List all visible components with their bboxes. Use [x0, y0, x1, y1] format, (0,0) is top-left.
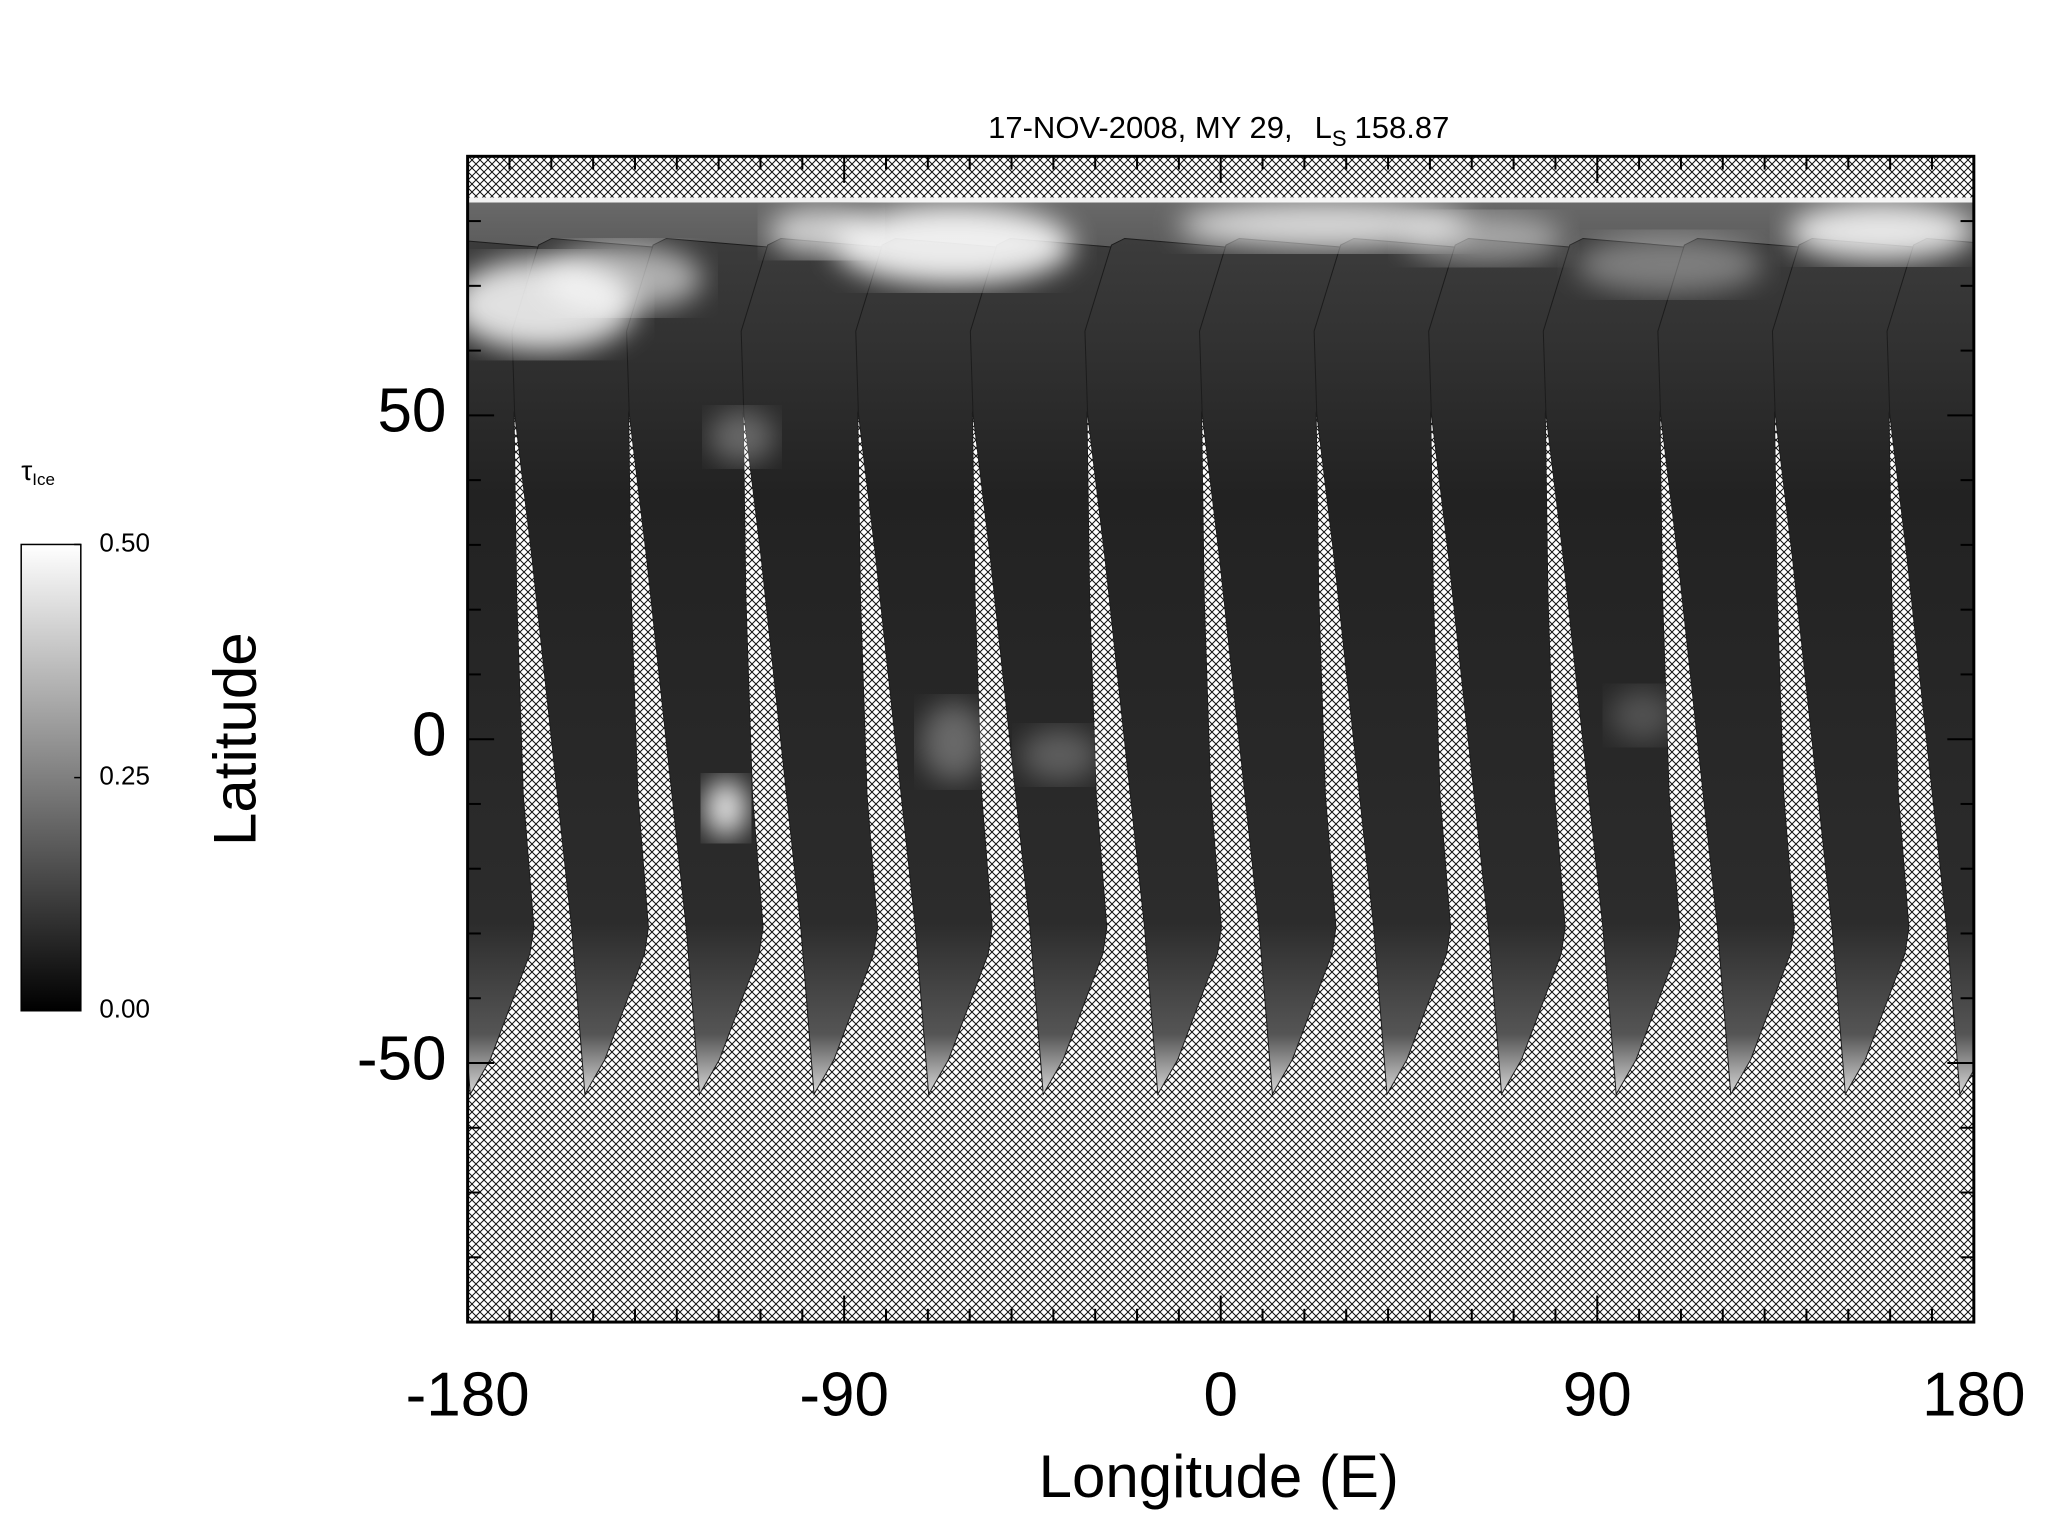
- colorbar-symbol: τ: [21, 455, 32, 486]
- y-axis-label: Latitude: [202, 632, 269, 846]
- cloud: [708, 410, 775, 464]
- cloud: [1788, 202, 1974, 261]
- cloud: [1609, 688, 1676, 742]
- cloud: [543, 245, 703, 312]
- colorbar: [20, 543, 82, 1012]
- cloud: [834, 205, 1074, 285]
- x-tick-label: 90: [1563, 1360, 1632, 1429]
- x-tick-label: -90: [799, 1360, 889, 1429]
- cloud: [704, 778, 748, 838]
- cloud: [1020, 728, 1100, 782]
- y-tick-label: -50: [357, 1024, 447, 1093]
- colorbar-label: τIce: [21, 455, 55, 489]
- cloud: [768, 207, 875, 256]
- map-image: [467, 156, 1974, 1323]
- colorbar-tick-label: 0.50: [99, 527, 150, 557]
- chart-title: 17-NOV-2008, MY 29, LS 158.87: [988, 110, 1449, 151]
- colorbar-subscript: Ice: [32, 470, 55, 489]
- colorbar-tick-label: 0.00: [99, 994, 150, 1024]
- x-tick-label: 0: [1203, 1360, 1237, 1429]
- ls-value: 158.87: [1355, 110, 1450, 145]
- ls-subscript: S: [1332, 126, 1347, 151]
- swath: [1886, 237, 1974, 1096]
- cloud: [920, 702, 987, 782]
- cloud: [1576, 235, 1762, 295]
- x-tick-label: -180: [406, 1360, 530, 1429]
- y-tick-label: 0: [412, 701, 446, 770]
- cloud: [1178, 201, 1471, 250]
- colorbar-tick-label: 0.25: [99, 760, 150, 790]
- y-tick-label: 50: [377, 377, 446, 446]
- swath: [467, 250, 480, 267]
- title-text: 17-NOV-2008, MY 29,: [988, 110, 1292, 145]
- cloud: [1404, 214, 1564, 263]
- x-tick-label: 180: [1922, 1360, 2025, 1429]
- x-axis-label: Longitude (E): [1039, 1443, 1399, 1510]
- ls-symbol: L: [1315, 110, 1332, 145]
